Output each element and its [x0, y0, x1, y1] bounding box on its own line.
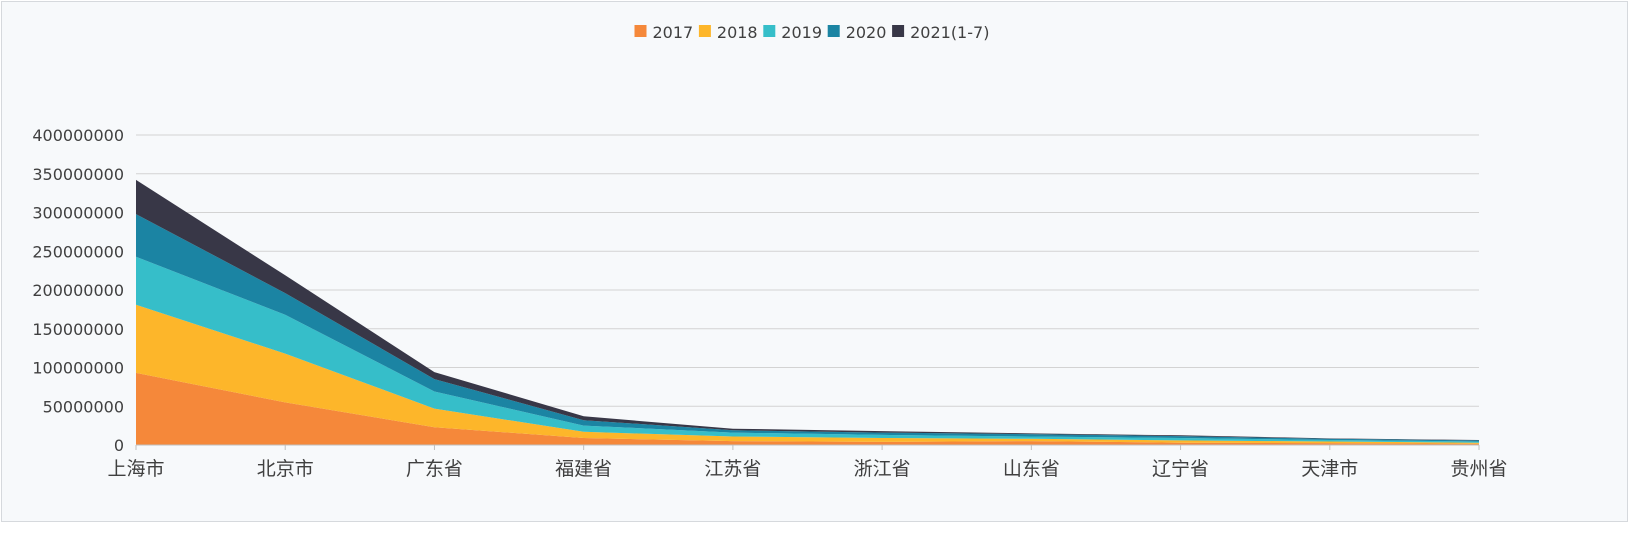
- y-axis-tick-labels: 0 50000000 100000000 150000000 200000000 2500…: [32, 126, 124, 455]
- x-category-label: 上海市: [107, 458, 164, 480]
- y-tick-label: 100000000: [32, 359, 124, 378]
- legend-label: 2019: [781, 23, 822, 42]
- legend-item-2019[interactable]: 2019: [763, 23, 822, 42]
- x-category-label: 广东省: [406, 458, 463, 480]
- y-tick-label: 350000000: [32, 165, 124, 184]
- legend-item-2017[interactable]: 2017: [634, 23, 694, 42]
- y-tick-label: 400000000: [32, 126, 124, 145]
- legend-label: 2020: [846, 23, 887, 42]
- y-tick-label: 250000000: [32, 242, 124, 261]
- legend-label: 2021(1-7): [910, 23, 989, 42]
- legend: 2017 2018 2019 2020 2021(1-7): [634, 23, 989, 42]
- legend-item-2018[interactable]: 2018: [698, 23, 758, 42]
- y-tick-label: 0: [114, 436, 124, 455]
- x-category-label: 北京市: [257, 458, 314, 480]
- y-tick-label: 150000000: [32, 320, 124, 339]
- legend-swatch: [827, 25, 840, 37]
- x-category-label: 山东省: [1003, 458, 1060, 480]
- legend-swatch: [634, 25, 647, 37]
- legend-item-2021(1-7)[interactable]: 2021(1-7): [892, 23, 989, 42]
- x-category-label: 福建省: [555, 458, 612, 480]
- x-category-label: 天津市: [1301, 458, 1358, 480]
- area-series: [136, 179, 1479, 445]
- legend-swatch: [763, 25, 776, 37]
- chart-frame: 0 50000000 100000000 150000000 200000000 2500…: [1, 1, 1628, 522]
- x-category-label: 浙江省: [854, 458, 911, 480]
- legend-item-2020[interactable]: 2020: [827, 23, 887, 42]
- y-tick-label: 200000000: [32, 281, 124, 300]
- stacked-area-chart: 0 50000000 100000000 150000000 200000000 2500…: [32, 23, 1507, 480]
- y-tick-label: 300000000: [32, 204, 124, 223]
- legend-label: 2018: [717, 23, 758, 42]
- legend-label: 2017: [653, 23, 694, 42]
- area-series-2017: [136, 372, 1479, 445]
- y-tick-label: 50000000: [43, 397, 124, 416]
- axes: [135, 444, 1480, 450]
- legend-swatch: [698, 25, 711, 37]
- x-category-label: 辽宁省: [1152, 458, 1209, 480]
- x-category-label: 贵州省: [1450, 458, 1507, 480]
- legend-swatch: [892, 25, 905, 37]
- x-axis-category-labels: 上海市 北京市 广东省 福建省 江苏省 浙江省 山东省 辽宁省 天津市 贵州省: [107, 458, 1507, 480]
- x-category-label: 江苏省: [704, 458, 761, 480]
